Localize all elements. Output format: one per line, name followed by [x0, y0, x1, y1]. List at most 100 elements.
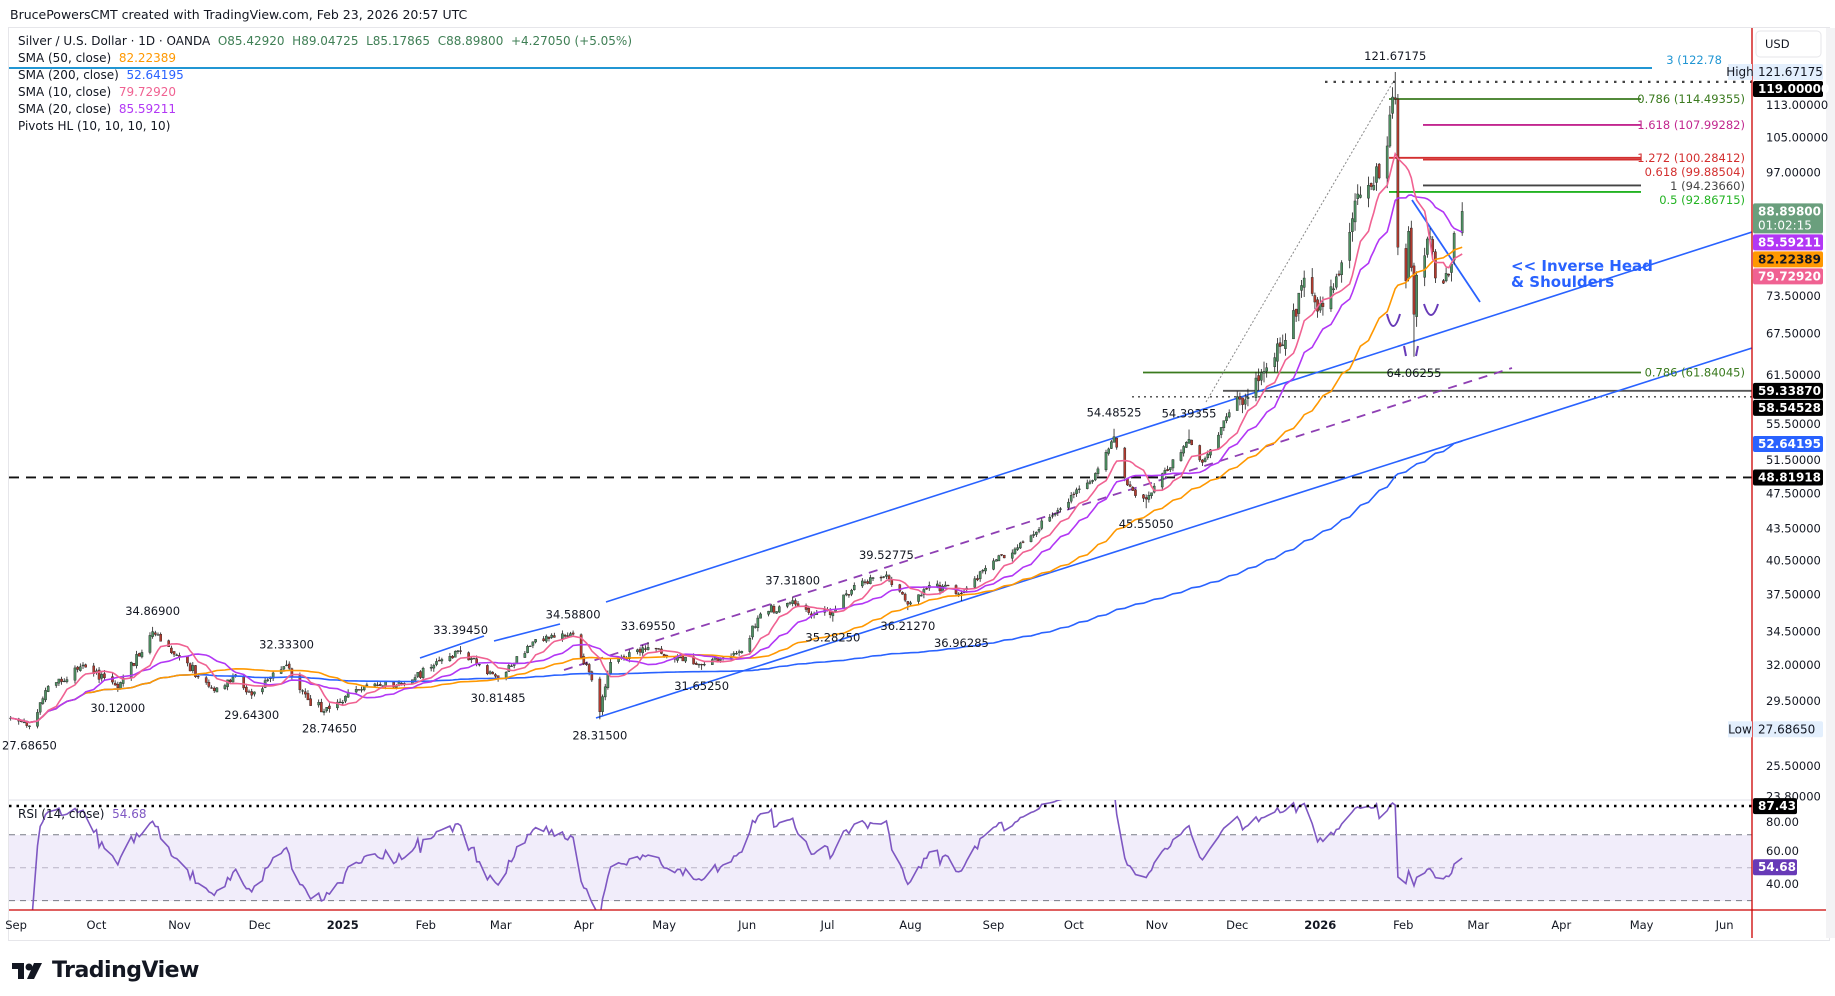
candle-body — [119, 682, 122, 689]
candle-body — [282, 666, 286, 670]
candle-body — [231, 676, 235, 683]
candle-body — [1281, 344, 1285, 346]
candle-body — [266, 679, 270, 681]
candle-body — [306, 693, 310, 701]
candle-body — [992, 560, 995, 570]
candle-body — [906, 601, 910, 605]
purple-dashed-trendline[interactable] — [563, 367, 1513, 671]
candle-body — [1257, 375, 1260, 382]
candle-body — [1442, 280, 1445, 284]
candle-body — [1128, 484, 1132, 487]
candle-body — [775, 611, 778, 614]
candle-body — [1069, 495, 1073, 502]
candle-body — [325, 707, 329, 711]
upper-channel-trendline[interactable] — [605, 231, 1752, 603]
candle-body — [1409, 227, 1413, 268]
indicator-sma200[interactable]: SMA (200, close) 52.64195 — [18, 67, 632, 84]
time-axis-label: Dec — [1226, 918, 1248, 932]
indicator-sma50[interactable]: SMA (50, close) 82.22389 — [18, 50, 632, 67]
candle-body — [1393, 97, 1397, 100]
tradingview-logo[interactable]: TradingView — [12, 958, 199, 983]
head-marks — [1403, 345, 1419, 357]
candle-body — [1407, 231, 1410, 279]
candle-body — [1217, 434, 1220, 450]
candle-body — [909, 602, 912, 605]
badge-tag-bg — [1728, 721, 1752, 738]
candle-body — [735, 653, 738, 655]
candle-body — [1075, 489, 1078, 494]
chart-attribution: BrucePowersCMT created with TradingView.… — [10, 7, 468, 22]
price-badge: 59.33870 — [1753, 382, 1823, 399]
candle-body — [1144, 497, 1148, 500]
candle-body — [526, 646, 529, 653]
sma-200-line — [10, 440, 1463, 724]
candle-body — [437, 660, 441, 662]
badge-tag: High — [1726, 65, 1754, 79]
candle-body — [1077, 488, 1081, 490]
indicator-value: 82.22389 — [118, 51, 177, 65]
candle-body — [376, 684, 379, 686]
badge-value: 82.22389 — [1758, 252, 1821, 266]
price-tick-label: 34.50000 — [1766, 625, 1821, 639]
candle-body — [786, 603, 789, 607]
descending-neckline[interactable] — [1411, 199, 1481, 303]
candle-body — [148, 635, 152, 653]
indicator-sma20[interactable]: SMA (20, close) 85.59211 — [18, 101, 632, 118]
candle-body — [944, 584, 947, 587]
short-trendline-2[interactable] — [493, 623, 561, 642]
time-axis-label: May — [652, 918, 676, 932]
pivot-label-high: 54.48525 — [1087, 406, 1142, 420]
candle-body — [1072, 493, 1076, 495]
fib-level-label: 0.618 (99.88504) — [1645, 165, 1745, 179]
candle-body — [1021, 541, 1025, 543]
candle-body — [210, 687, 213, 689]
price-tick-label: 51.50000 — [1766, 453, 1821, 467]
indicator-sma10[interactable]: SMA (10, close) 79.72920 — [18, 84, 632, 101]
candle-body — [590, 671, 594, 681]
price-tick-label: 32.00000 — [1766, 658, 1821, 672]
price-tick-label: 67.50000 — [1766, 327, 1821, 341]
badge-tag-bg — [1728, 64, 1752, 80]
candle-body — [644, 648, 647, 650]
candle-body — [1093, 473, 1097, 481]
candle-body — [456, 650, 460, 653]
candle-body — [472, 658, 476, 660]
fib-level-label: 3 (122.78 — [1666, 53, 1722, 67]
candle-body — [54, 682, 58, 686]
currency-button[interactable] — [1755, 30, 1822, 58]
candle-body — [1235, 396, 1239, 411]
indicator-pivots-hl[interactable]: Pivots HL (10, 10, 10, 10) — [18, 118, 632, 135]
pivot-label-low: 36.96285 — [934, 636, 989, 650]
lower-channel-trendline[interactable] — [595, 347, 1752, 719]
price-tick-label: 40.50000 — [1766, 553, 1821, 567]
candle-body — [973, 578, 977, 588]
time-axis-label: May — [1630, 918, 1654, 932]
badge-value: 59.33870 — [1758, 384, 1821, 398]
symbol-legend-row[interactable]: Silver / U.S. Dollar · 1D · OANDA O85.42… — [18, 33, 632, 50]
pattern-annotation-line-1[interactable]: << Inverse Head — [1511, 257, 1653, 275]
candle-body — [507, 665, 511, 672]
levels-layer — [9, 66, 1752, 479]
candle-body — [657, 648, 661, 650]
pivot-label-high: 37.31800 — [765, 574, 820, 588]
ohlc-close: C88.89800 — [437, 34, 504, 48]
pivot-label-low: 64.06255 — [1387, 366, 1442, 380]
candle-body — [681, 656, 685, 662]
rsi-legend[interactable]: RSI (14, close) 54.68 — [18, 807, 146, 821]
candle-body — [1294, 308, 1298, 317]
short-trendline-1[interactable] — [419, 635, 485, 659]
candle-body — [515, 656, 519, 664]
pivot-label-low: 30.81485 — [471, 691, 526, 705]
candle-body — [1367, 185, 1370, 199]
badge-value: 27.68650 — [1758, 722, 1815, 736]
candle-body — [545, 635, 548, 642]
candle-body — [628, 652, 631, 660]
candle-body — [338, 701, 342, 703]
candle-body — [777, 606, 781, 613]
pattern-annotation-line-2[interactable]: & Shoulders — [1511, 273, 1614, 291]
time-axis[interactable]: Sep Oct Nov Dec 2025 Feb Mar Apr May Jun Jul Aug Sep… — [5, 918, 1733, 932]
candle-body — [384, 681, 387, 687]
candle-body — [285, 664, 288, 667]
price-tick-label: 25.50000 — [1766, 759, 1821, 773]
